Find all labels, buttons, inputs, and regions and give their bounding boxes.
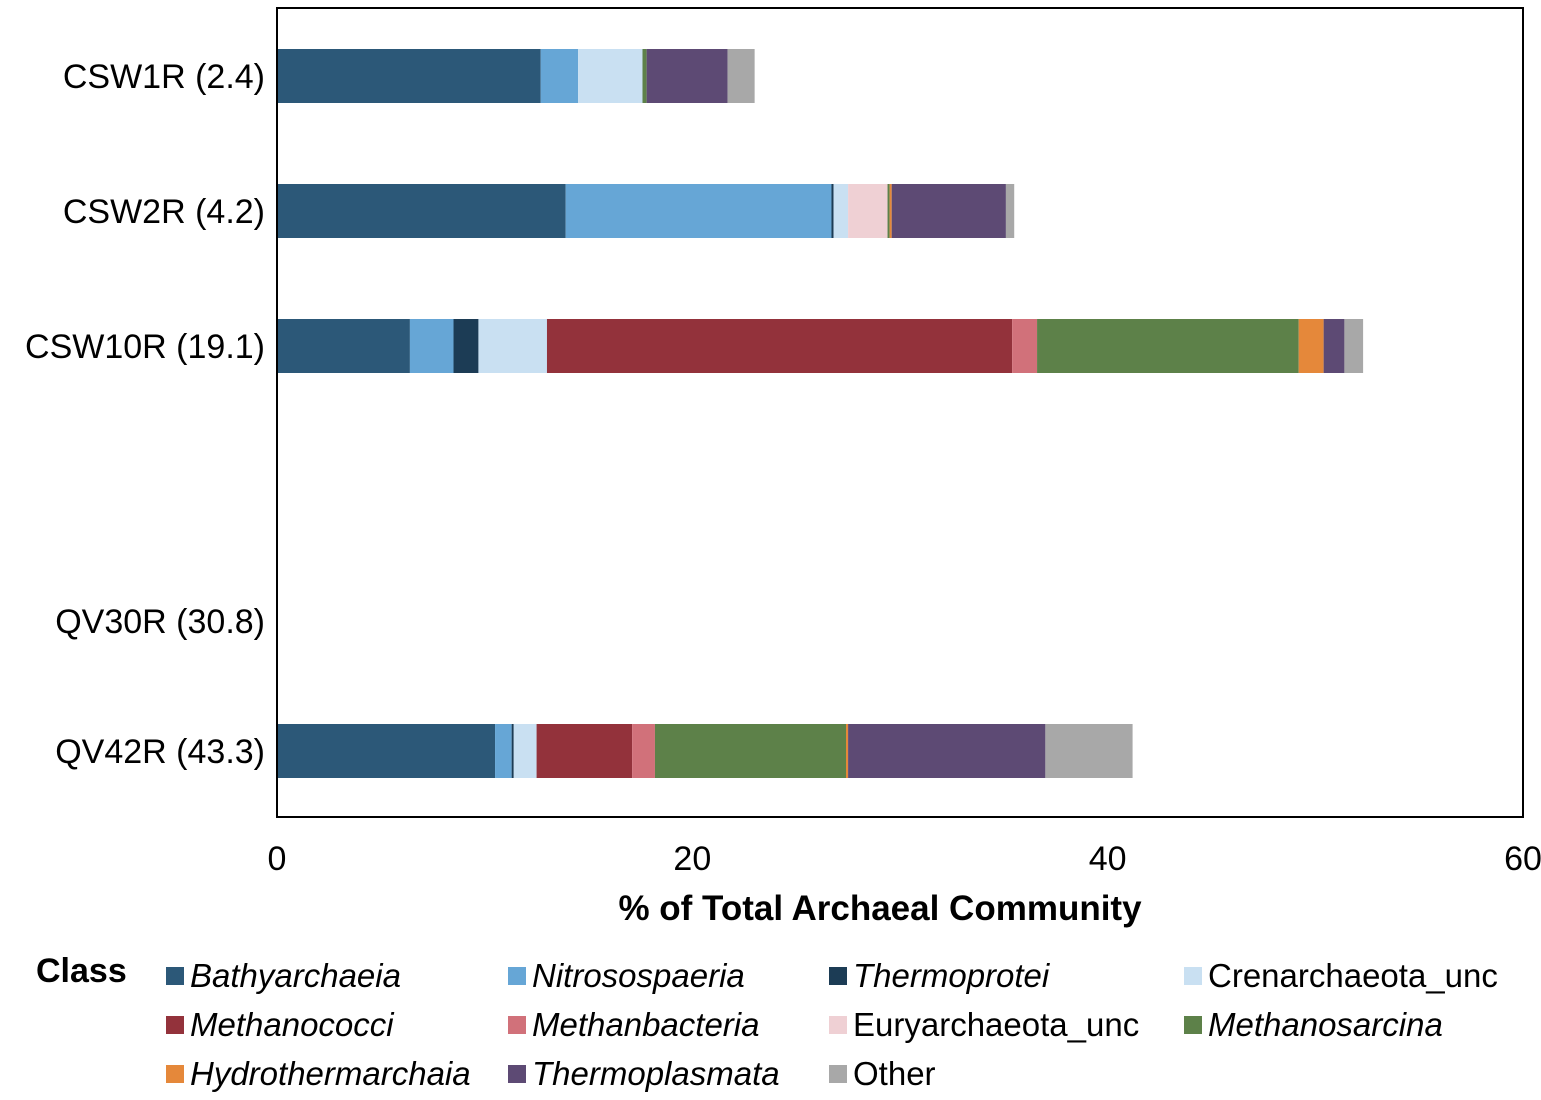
bar-segment bbox=[642, 49, 647, 103]
bar-segment bbox=[1037, 319, 1299, 373]
bar-segment bbox=[409, 319, 454, 373]
legend-label: Bathyarchaeia bbox=[190, 957, 401, 994]
legend-swatch bbox=[166, 1065, 184, 1083]
x-tick-label: 40 bbox=[1089, 840, 1127, 878]
bar-segment bbox=[453, 319, 479, 373]
x-axis-ticks: 0 20 40 60 bbox=[268, 840, 1541, 878]
legend-swatch bbox=[166, 967, 184, 985]
bar-segment bbox=[536, 724, 633, 778]
bar-segment bbox=[478, 319, 547, 373]
legend-item: Methanococci bbox=[166, 1005, 394, 1045]
legend-item: Hydrothermarchaia bbox=[166, 1054, 471, 1094]
bar-segment bbox=[887, 184, 890, 238]
legend-item: Other bbox=[829, 1054, 936, 1094]
category-label: CSW2R (4.2) bbox=[63, 193, 265, 231]
legend-item: Methanbacteria bbox=[508, 1005, 759, 1045]
legend-label: Nitrosospaeria bbox=[532, 957, 745, 994]
category-labels: CSW1R (2.4) CSW2R (4.2) CSW10R (19.1) QV30R… bbox=[25, 58, 265, 771]
bar-segment bbox=[1005, 184, 1015, 238]
legend-swatch bbox=[829, 1065, 847, 1083]
legend-label: Other bbox=[853, 1055, 936, 1092]
bar-segment bbox=[646, 49, 728, 103]
legend-label: Methanbacteria bbox=[532, 1006, 760, 1043]
bar-segment bbox=[277, 319, 410, 373]
bar-segment bbox=[277, 184, 566, 238]
legend-item: Euryarchaeota_unc bbox=[829, 1005, 1139, 1045]
bar-segment bbox=[889, 184, 892, 238]
legend-item: Nitrosospaeria bbox=[508, 956, 745, 996]
bar-segment bbox=[848, 724, 1046, 778]
legend-item: Thermoprotei bbox=[829, 956, 1049, 996]
legend-label: Crenarchaeota_unc bbox=[1208, 957, 1498, 994]
bar-segment bbox=[277, 724, 496, 778]
bar-segment bbox=[632, 724, 655, 778]
legend-swatch bbox=[1184, 967, 1202, 985]
legend-label: Thermoplasmata bbox=[532, 1055, 780, 1092]
bar-segment bbox=[1344, 319, 1364, 373]
legend-label: Methanococci bbox=[190, 1006, 394, 1043]
x-tick-label: 60 bbox=[1504, 840, 1541, 878]
bar-segment bbox=[1298, 319, 1324, 373]
x-tick-label: 0 bbox=[268, 840, 287, 878]
legend-label: Hydrothermarchaia bbox=[190, 1055, 471, 1092]
legend: Class Bathyarchaeia Nitrosospaeria Thermop… bbox=[36, 948, 1536, 1098]
bar-segment bbox=[833, 184, 849, 238]
legend-item: Bathyarchaeia bbox=[166, 956, 401, 996]
category-label: CSW10R (19.1) bbox=[25, 328, 265, 366]
stacked-bar-chart: CSW1R (2.4) CSW2R (4.2) CSW10R (19.1) QV30R… bbox=[25, 7, 1541, 928]
bar-segment bbox=[546, 319, 1013, 373]
bar-segment bbox=[540, 49, 579, 103]
category-label: QV30R (30.8) bbox=[55, 603, 265, 641]
legend-item: Crenarchaeota_unc bbox=[1184, 956, 1498, 996]
bar-segment bbox=[277, 49, 541, 103]
category-label: QV42R (43.3) bbox=[55, 733, 265, 771]
bar-segment bbox=[513, 724, 537, 778]
bar-segment bbox=[654, 724, 847, 778]
plot-frame bbox=[276, 7, 1524, 818]
legend-label: Methanosarcina bbox=[1208, 1006, 1443, 1043]
bar-segment bbox=[511, 724, 514, 778]
bar-segment bbox=[578, 49, 643, 103]
bar-segment bbox=[891, 184, 1006, 238]
bar-segment bbox=[831, 184, 834, 238]
legend-title: Class bbox=[36, 952, 127, 990]
legend-label: Thermoprotei bbox=[853, 957, 1050, 994]
legend-swatch bbox=[166, 1016, 184, 1034]
bar-segment bbox=[1045, 724, 1133, 778]
bar-segment bbox=[495, 724, 512, 778]
legend-swatch bbox=[508, 1065, 526, 1083]
legend-item: Methanosarcina bbox=[1184, 1005, 1443, 1045]
bar-segment bbox=[1012, 319, 1038, 373]
x-axis-title: % of Total Archaeal Community bbox=[618, 889, 1142, 928]
bar-segment bbox=[848, 184, 888, 238]
legend-swatch bbox=[829, 967, 847, 985]
x-tick-label: 20 bbox=[673, 840, 711, 878]
legend-swatch bbox=[508, 967, 526, 985]
bar-segment bbox=[565, 184, 832, 238]
category-label: CSW1R (2.4) bbox=[63, 58, 265, 96]
bar-segment bbox=[846, 724, 849, 778]
legend-item: Thermoplasmata bbox=[508, 1054, 780, 1094]
legend-swatch bbox=[1184, 1016, 1202, 1034]
legend-swatch bbox=[508, 1016, 526, 1034]
legend-label: Euryarchaeota_unc bbox=[853, 1006, 1140, 1043]
bar-segment bbox=[727, 49, 755, 103]
bar-segment bbox=[1323, 319, 1345, 373]
bars-group bbox=[277, 49, 1364, 778]
legend-swatch bbox=[829, 1016, 847, 1034]
